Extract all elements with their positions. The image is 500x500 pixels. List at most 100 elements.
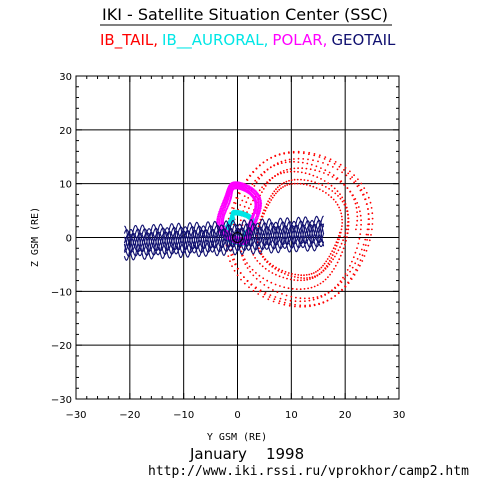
- orbit-point: [346, 187, 349, 190]
- orbit-point: [219, 213, 222, 216]
- orbit-point: [288, 179, 290, 182]
- orbit-point: [351, 260, 353, 263]
- y-tick-label: 20: [59, 126, 72, 137]
- orbit-point: [219, 216, 222, 219]
- orbit-point: [346, 210, 348, 213]
- orbit-point: [368, 223, 371, 226]
- orbit-point: [248, 207, 250, 210]
- orbit-point: [340, 281, 343, 284]
- orbit-point: [299, 297, 302, 300]
- y-tick-label: −10: [51, 287, 72, 298]
- x-tick-label: −20: [119, 410, 140, 421]
- x-tick-label: 0: [234, 410, 240, 421]
- orbit-point: [338, 231, 341, 234]
- orbit-point: [366, 239, 368, 241]
- orbit-point: [341, 251, 344, 254]
- orbit-point: [330, 184, 333, 187]
- orbit-point: [313, 304, 316, 307]
- orbit-point: [263, 293, 266, 296]
- orbit-point: [268, 197, 271, 200]
- orbit-point: [283, 181, 285, 184]
- orbit-point: [336, 177, 339, 180]
- orbit-point: [288, 161, 291, 163]
- orbit-point: [280, 187, 282, 190]
- orbit-point: [332, 198, 335, 201]
- orbit-point: [341, 200, 344, 203]
- orbit-point: [302, 183, 305, 186]
- orbit-point: [272, 264, 274, 267]
- orbit-point: [349, 170, 351, 173]
- orbit-point: [360, 223, 362, 226]
- orbit-point: [309, 305, 311, 308]
- orbit-point: [246, 279, 249, 282]
- orbit-point: [354, 202, 357, 205]
- orbit-point: [337, 241, 339, 244]
- orbit-point: [334, 287, 337, 289]
- orbit-point: [310, 286, 313, 289]
- orbit-point: [330, 297, 333, 300]
- orbit-point: [351, 176, 353, 179]
- orbit-point: [231, 207, 234, 209]
- orbit-point: [259, 203, 262, 205]
- orbit-point: [285, 294, 288, 297]
- orbit-point: [336, 168, 339, 171]
- orbit-point: [359, 233, 362, 236]
- orbit-point: [301, 161, 304, 164]
- orbit-point: [255, 181, 258, 184]
- orbit-point: [222, 206, 225, 209]
- orbit-point: [227, 255, 230, 257]
- orbit-point: [232, 207, 235, 210]
- chart-title: IKI - Satellite Situation Center (SSC): [102, 5, 388, 24]
- orbit-point: [358, 237, 361, 240]
- orbit-point: [244, 263, 247, 265]
- orbit-point: [283, 272, 286, 275]
- orbit-point: [316, 269, 319, 272]
- orbit-point: [355, 268, 357, 271]
- orbit-point: [264, 206, 267, 209]
- orbit-point: [277, 173, 279, 176]
- orbit-point: [259, 250, 261, 253]
- orbit-point: [259, 281, 262, 283]
- orbit-point: [243, 195, 246, 198]
- orbit-point: [257, 176, 259, 179]
- orbit-point: [288, 152, 290, 154]
- orbit-point: [259, 262, 261, 265]
- orbit-point: [263, 209, 265, 212]
- orbit-track: [123, 219, 325, 257]
- orbit-point: [347, 228, 350, 231]
- orbit-point: [220, 212, 223, 215]
- x-tick-label: −10: [173, 410, 194, 421]
- orbit-point: [330, 196, 333, 199]
- series-geotail: [123, 215, 325, 261]
- orbit-point: [242, 259, 245, 261]
- orbit-point: [223, 196, 226, 199]
- orbit-point: [364, 198, 366, 201]
- orbit-point: [284, 159, 287, 162]
- orbit-point: [349, 270, 351, 273]
- orbit-point: [245, 201, 248, 204]
- orbit-point: [359, 259, 362, 262]
- orbit-point: [284, 271, 287, 273]
- orbit-point: [344, 232, 347, 235]
- orbit-point: [220, 210, 223, 213]
- orbit-point: [232, 223, 235, 226]
- orbit-point: [345, 174, 348, 177]
- orbit-point: [335, 178, 338, 181]
- orbit-point: [336, 190, 339, 193]
- orbit-point: [233, 269, 236, 272]
- orbit-point: [319, 154, 321, 157]
- orbit-point: [355, 206, 358, 209]
- orbit-point: [325, 260, 328, 263]
- orbit-point: [261, 186, 263, 189]
- orbit-point: [340, 215, 343, 218]
- orbit-point: [220, 205, 222, 208]
- orbit-point: [352, 256, 355, 259]
- legend-item: GEOTAIL: [331, 31, 396, 49]
- orbit-point: [343, 169, 345, 171]
- orbit-point: [223, 209, 226, 212]
- orbit-point: [327, 182, 330, 185]
- orbit-point: [336, 261, 339, 264]
- orbit-point: [320, 266, 323, 269]
- orbit-point: [312, 174, 315, 177]
